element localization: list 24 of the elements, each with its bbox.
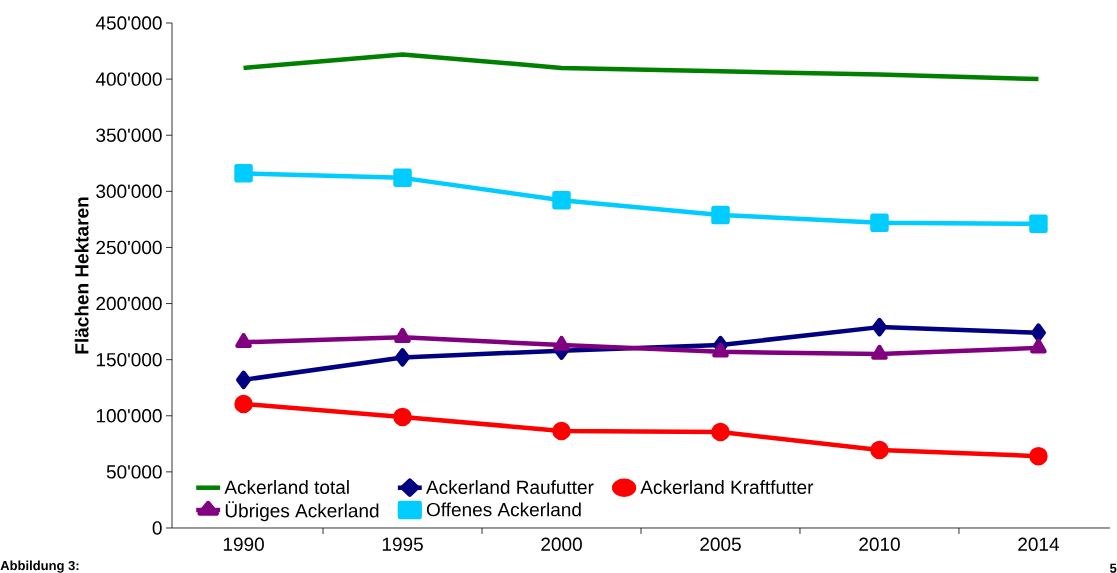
y-tick-label: 300'000 bbox=[96, 184, 162, 199]
y-tick-label: 450'000 bbox=[95, 16, 162, 30]
x-tick-label: 2014 bbox=[1018, 537, 1060, 551]
text: Abbildung 3: bbox=[0, 560, 79, 573]
legend-label: Übriges Ackerland bbox=[225, 501, 379, 522]
text: 5 bbox=[1109, 563, 1117, 573]
y-tick-label: 50'000 bbox=[106, 465, 162, 479]
legend-label: Offenes Ackerland bbox=[426, 502, 581, 517]
legend-label: Ackerland Kraftfutter bbox=[640, 480, 814, 495]
legend-label: Ackerland total bbox=[224, 480, 349, 495]
x-tick-label: 1995 bbox=[382, 537, 423, 551]
x-tick-label: 2005 bbox=[700, 537, 741, 551]
y-tick-label: 150'000 bbox=[96, 352, 162, 367]
y-tick-label: 0 bbox=[152, 521, 162, 535]
x-tick-label: 2010 bbox=[859, 537, 900, 551]
x-tick-label: 2000 bbox=[541, 537, 582, 551]
y-tick-label: 350'000 bbox=[96, 128, 162, 142]
y-tick-label: 250'000 bbox=[96, 240, 162, 255]
legend-label: Ackerland Raufutter bbox=[426, 480, 594, 495]
y-axis-title: Flächen Hektaren bbox=[74, 197, 89, 354]
y-tick-label: 200'000 bbox=[96, 296, 162, 311]
y-tick-label: 400'000 bbox=[95, 72, 162, 86]
y-tick-label: 100'000 bbox=[96, 409, 162, 423]
x-tick-label: 1990 bbox=[223, 537, 264, 551]
